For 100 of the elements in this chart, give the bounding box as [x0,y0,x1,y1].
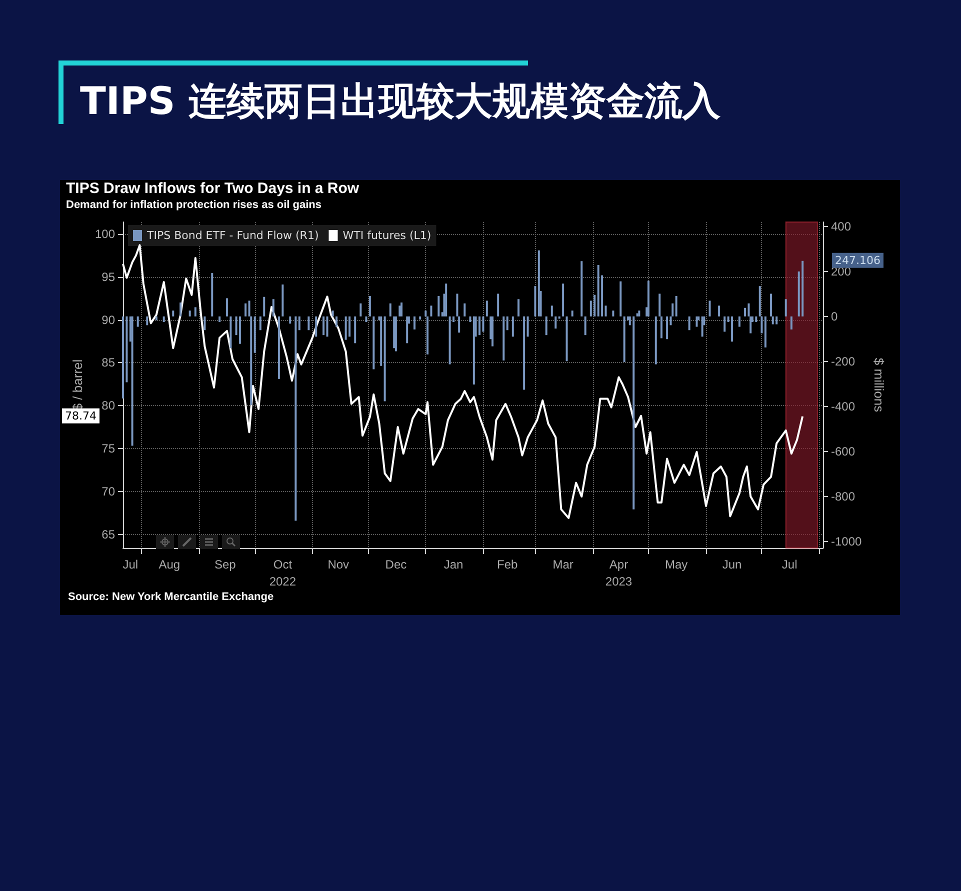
bar [755,316,758,322]
bar [188,310,191,316]
bar [294,316,297,521]
bar [136,316,139,327]
x-tick-label: Apr 2023 [605,558,632,588]
bar [738,316,740,327]
bar [430,306,432,316]
bar [647,280,650,316]
bar [131,316,134,446]
bar [482,316,484,332]
bar [566,316,568,362]
y2-tick-label: 0 [831,309,838,324]
text: 78.74 [65,409,96,422]
bar [478,316,480,336]
bar [502,316,505,360]
bar [464,303,466,316]
bar [326,316,328,337]
bar [770,294,772,316]
bar [562,284,564,316]
bar [172,310,174,316]
bar [623,316,626,362]
bar [218,316,221,322]
bar [486,300,488,316]
bar [336,316,338,327]
bar [272,299,274,316]
bar [675,296,678,316]
bar [632,316,635,510]
bar [398,306,401,316]
y-tick-label: 100 [94,227,116,242]
bar [348,316,351,337]
bar [278,316,280,379]
bar [414,316,416,330]
bar [708,300,711,316]
bar [764,316,766,348]
bar [322,316,325,336]
bar [289,316,292,324]
bar [458,316,460,333]
bar [360,303,362,316]
bar [122,316,124,398]
bar [456,294,458,316]
bar [298,316,300,330]
bar [724,316,726,332]
x-tick-label: Aug [158,558,180,572]
x-tick-label: Jun [722,558,742,572]
bar [744,308,746,316]
bar [554,316,557,329]
chart-subtitle: TIPS Draw Inflows for Two Days in a Row [66,180,360,197]
bar [448,316,451,364]
bar [802,260,804,316]
bar [155,316,158,320]
x-tick-label: May [664,558,688,572]
y-tick-label: 70 [102,484,116,498]
bar [597,264,600,316]
x-tick-label: Nov [328,558,350,572]
legend-label: TIPS Bond ETF - Fund Flow (R1) [146,229,319,242]
bar [238,316,241,344]
bar [389,303,392,316]
bar [638,310,640,316]
bar [571,310,574,316]
x-tick-label: Jul [122,558,138,572]
bar [550,306,553,316]
bar [688,316,690,330]
text: Demand for inflation protection rises as oil gains [66,199,322,211]
bar [230,316,232,348]
legend-label: WTI futures (L1) [342,229,432,242]
bar [666,316,668,340]
bar [620,281,622,316]
bar [400,302,403,316]
x-tick-label: Jan [444,558,464,572]
y2-tick-label: -1000 [831,534,862,548]
bar [254,316,256,353]
source-note: Source: New York Mercantile Exchange [68,591,274,603]
y2-tick-label: 200 [831,264,852,278]
bar [380,316,382,366]
y-tick-label: 75 [102,441,116,456]
y-tick-label: 65 [102,527,116,542]
x-tick-label: Sep [214,558,236,572]
y-tick-label: 85 [102,356,116,370]
bar [584,316,586,336]
bar [517,299,520,316]
bar [776,316,778,324]
bar [372,316,375,370]
y2-tick-label: 400 [831,219,852,234]
bar [538,250,540,316]
y2-tick-label: -200 [831,354,856,368]
bar [244,303,247,316]
bar [259,316,262,330]
bar [534,286,536,316]
bar [424,310,427,316]
bar [772,316,774,324]
bar [263,296,266,316]
bar [308,316,310,330]
bar [491,316,494,346]
bar [750,316,752,334]
bar [394,316,397,352]
bar [384,316,386,402]
bar [393,316,396,348]
bar [426,316,429,354]
bar [545,316,548,336]
x-tick-label: Oct 2022 [269,558,296,588]
